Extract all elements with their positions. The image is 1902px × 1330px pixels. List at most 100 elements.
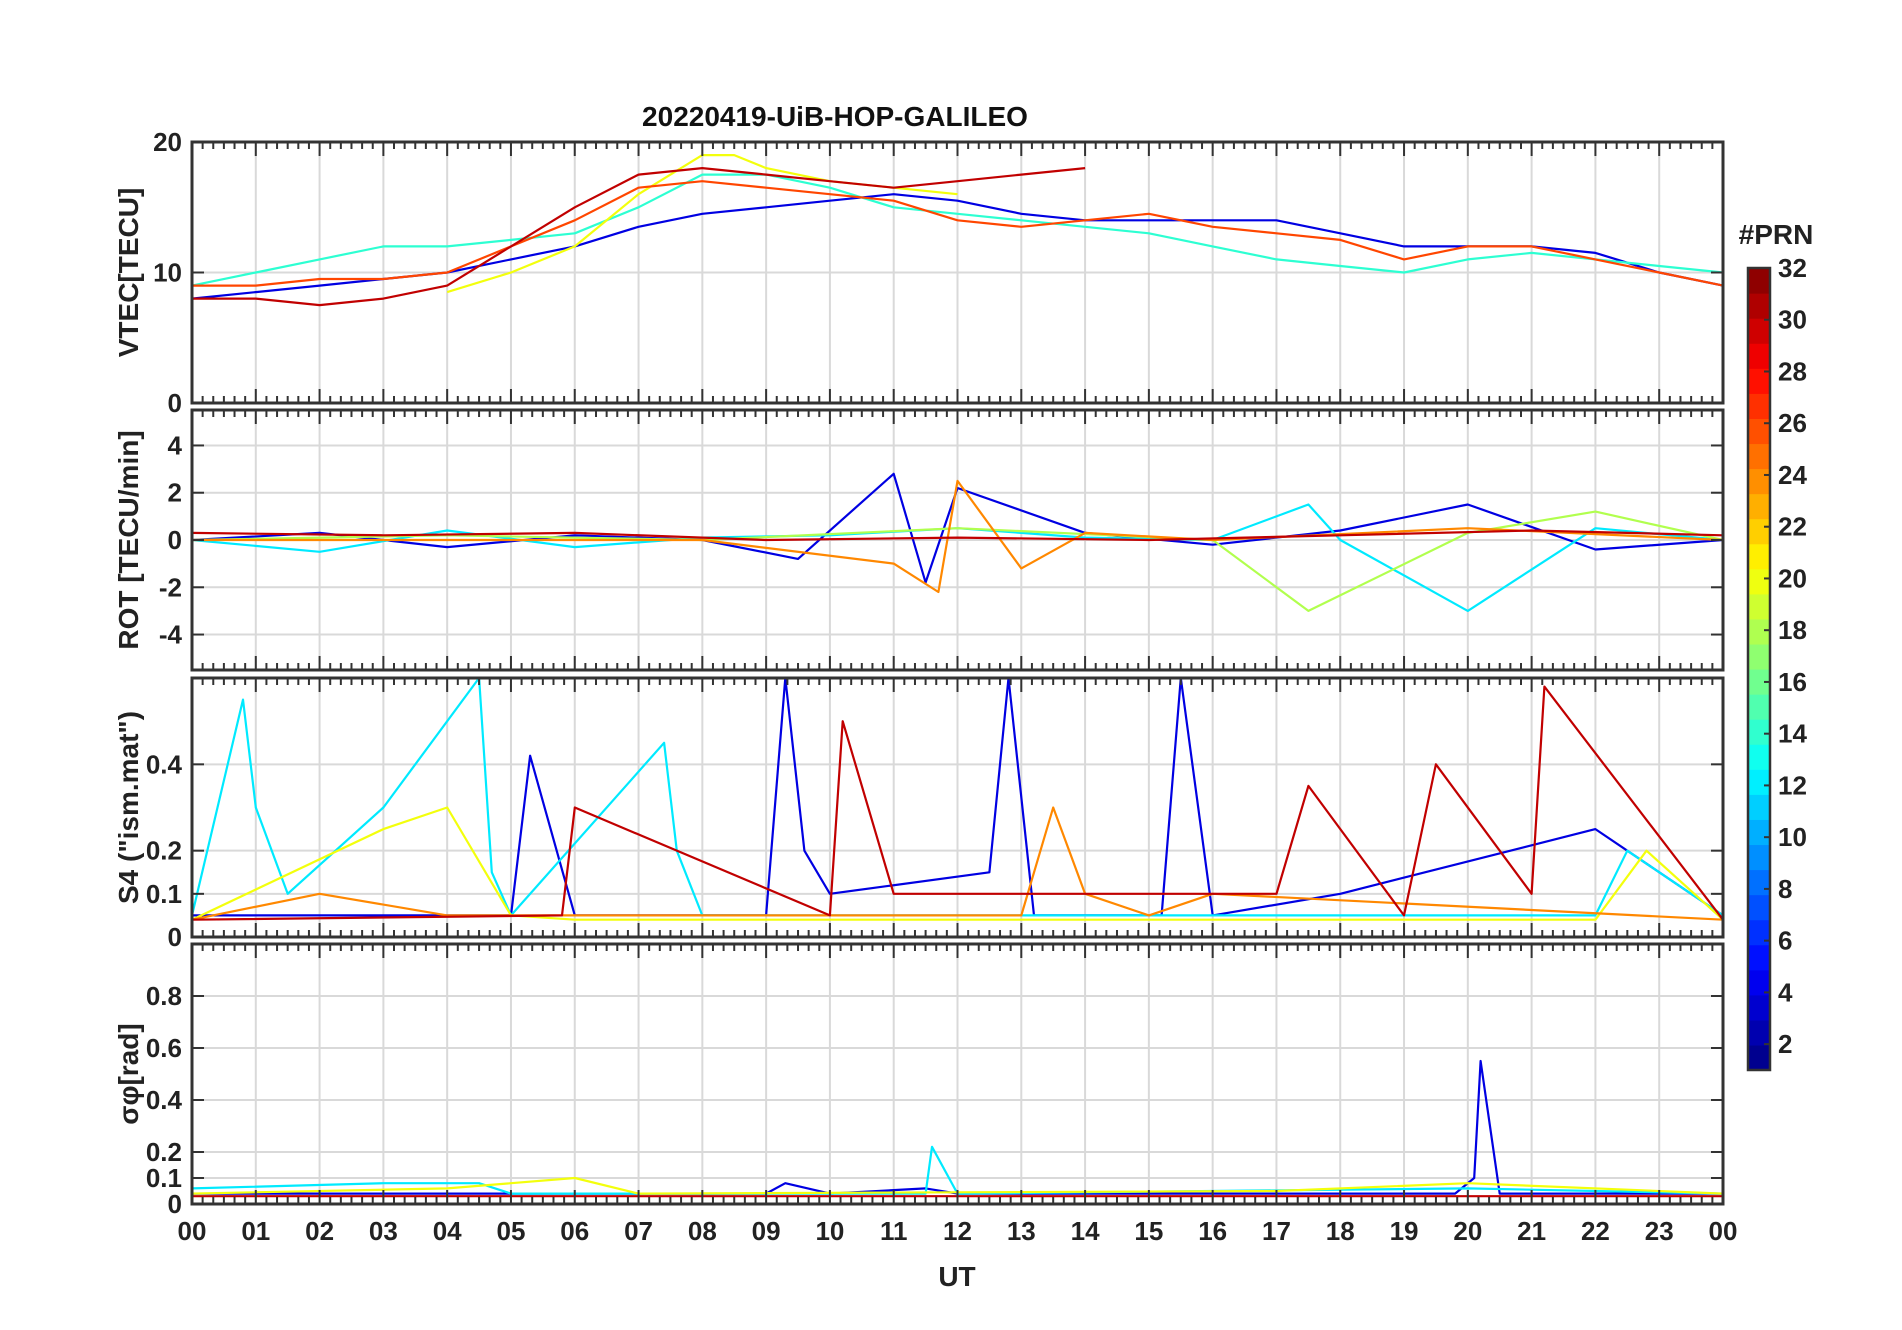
x-tick-label: 00 (178, 1216, 207, 1246)
colorbar-segment (1748, 443, 1770, 470)
colorbar-segment (1748, 543, 1770, 570)
colorbar-segment (1748, 919, 1770, 946)
x-tick-label: 17 (1262, 1216, 1291, 1246)
colorbar-tick-label: 2 (1778, 1029, 1792, 1059)
colorbar-frame (1746, 266, 1772, 1072)
colorbar-segment (1748, 894, 1770, 921)
y-axis-label-s4: S4 ("ism.mat") (113, 711, 144, 904)
x-tick-label: 23 (1645, 1216, 1674, 1246)
x-tick-label: 01 (241, 1216, 270, 1246)
y-tick-label: 20 (153, 127, 182, 157)
series-line-prn-30 (192, 167, 1086, 307)
colorbar-segment (1748, 994, 1770, 1021)
colorbar-tick-label: 6 (1778, 926, 1792, 956)
colorbar-segment (1748, 293, 1770, 319)
colorbar-tick-label: 20 (1778, 563, 1807, 593)
colorbar-segment (1748, 368, 1770, 394)
colorbar-segment (1748, 669, 1770, 695)
y-tick-label: -4 (159, 620, 183, 650)
x-tick-label: 00 (1709, 1216, 1738, 1246)
y-tick-label: 0.2 (146, 1137, 182, 1167)
colorbar-tick-label: 30 (1778, 305, 1807, 335)
colorbar-segment (1748, 418, 1770, 445)
colorbar-segment (1748, 618, 1770, 645)
colorbar-segment (1748, 493, 1770, 520)
colorbar-segment (1748, 643, 1770, 670)
chart-title: 20220419-UiB-HOP-GALILEO (642, 101, 1028, 132)
colorbar-segment (1748, 769, 1770, 795)
series-line-prn-26 (192, 180, 1724, 287)
colorbar-tick-label: 8 (1778, 874, 1792, 904)
series-line-prn-30 (191, 685, 1724, 921)
colorbar-segment (1748, 694, 1770, 720)
colorbar-segment (1748, 568, 1770, 595)
y-axis-label-sigma_phi: σφ[rad] (113, 1023, 144, 1124)
colorbar-segment (1748, 869, 1770, 896)
series-line-prn-4 (192, 676, 1724, 917)
panel-vtec: 0 10 20 VTEC[TECU] (113, 127, 1725, 418)
y-tick-label: 0.6 (146, 1033, 182, 1063)
x-tick-label: 08 (688, 1216, 717, 1246)
x-tick-label: 20 (1453, 1216, 1482, 1246)
colorbar-tick-label: 22 (1778, 512, 1807, 542)
series-line-prn-20 (191, 806, 1724, 921)
colorbar-segment (1748, 844, 1770, 871)
colorbar-tick-label: 14 (1778, 719, 1807, 749)
x-tick-label: 13 (1007, 1216, 1036, 1246)
colorbar-segment (1748, 1044, 1770, 1071)
colorbar-segment (1748, 593, 1770, 620)
colorbar-segment (1748, 468, 1770, 495)
x-tick-label: 21 (1517, 1216, 1546, 1246)
panel-frame (190, 408, 1725, 672)
series-line-prn-30 (191, 529, 1724, 542)
x-tick-label: 06 (560, 1216, 589, 1246)
colorbar-segment (1748, 518, 1770, 545)
x-tick-label: 03 (369, 1216, 398, 1246)
y-axis-label-rot: ROT [TECU/min] (113, 430, 144, 649)
panel-frame (190, 676, 1725, 939)
y-tick-label: 0.8 (146, 981, 182, 1011)
colorbar-segment (1748, 819, 1770, 846)
series-line-prn-14 (191, 173, 1724, 287)
y-tick-label: 0 (168, 388, 182, 418)
colorbar-tick-label: 16 (1778, 667, 1807, 697)
y-tick-label: 0.4 (146, 749, 183, 779)
colorbar-segment (1748, 969, 1770, 996)
colorbar-segment (1748, 719, 1770, 745)
x-tick-label: 18 (1326, 1216, 1355, 1246)
y-tick-label: 4 (168, 430, 183, 460)
x-axis-label: UT (938, 1261, 975, 1292)
x-tick-label: 16 (1198, 1216, 1227, 1246)
colorbar-tick-label: 18 (1778, 615, 1807, 645)
colorbar-tick-label: 24 (1778, 460, 1807, 490)
y-tick-label: 10 (153, 258, 182, 288)
colorbar-segment (1748, 268, 1770, 294)
colorbar-segment (1748, 744, 1770, 770)
x-tick-label: 09 (752, 1216, 781, 1246)
colorbar-segment (1748, 393, 1770, 419)
colorbar-segment (1748, 1019, 1770, 1046)
colorbar-tick-label: 4 (1778, 977, 1793, 1007)
y-tick-label: 2 (168, 478, 182, 508)
panel-s4: 0 0.1 0.2 0.4S4 ("ism.mat") (113, 676, 1725, 952)
x-tick-label: 04 (433, 1216, 462, 1246)
colorbar-segment (1748, 343, 1770, 369)
x-tick-label: 12 (943, 1216, 972, 1246)
colorbar-segment (1748, 318, 1770, 344)
y-tick-label: 0.2 (146, 836, 182, 866)
x-tick-label: 14 (1071, 1216, 1100, 1246)
y-axis-label-vtec: VTEC[TECU] (113, 188, 144, 358)
x-tick-label: 07 (624, 1216, 653, 1246)
y-tick-label: 0.1 (146, 1163, 182, 1193)
x-tick-label: 10 (815, 1216, 844, 1246)
panel-frame (190, 140, 1725, 405)
y-tick-label: 0.4 (146, 1085, 183, 1115)
panel-sigma_phi: 00.10.2 0.4 0.6 0.8σφ[rad] (113, 942, 1725, 1219)
colorbar-tick-label: 10 (1778, 822, 1807, 852)
y-tick-label: 0 (168, 525, 182, 555)
x-tick-label: 15 (1134, 1216, 1163, 1246)
series-line-prn-4 (191, 472, 1724, 584)
